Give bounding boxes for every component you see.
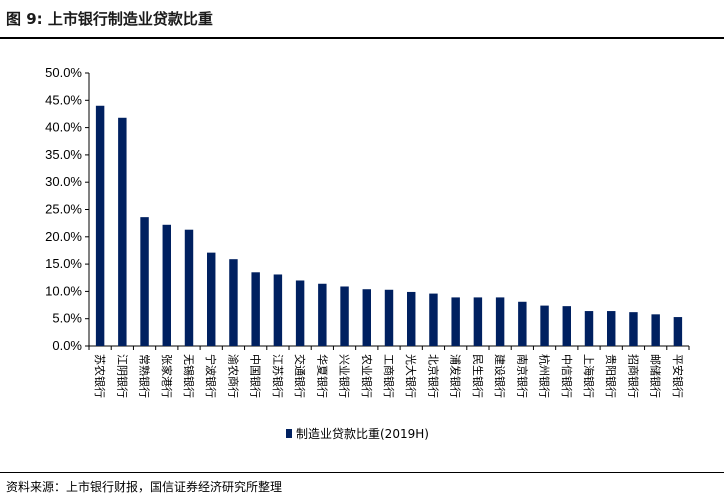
x-category-label: 贵阳银行: [604, 354, 618, 398]
x-category-label: 南京银行: [515, 354, 529, 398]
figure-header: 图 9: 上市银行制造业贷款比重: [0, 0, 724, 38]
bar: [540, 305, 549, 346]
x-category-label: 兴业银行: [338, 354, 352, 398]
x-category-label: 农业银行: [360, 354, 374, 398]
bar: [629, 312, 638, 346]
x-category-label: 江阴银行: [115, 354, 129, 398]
bar: [584, 311, 594, 346]
bar: [362, 289, 371, 346]
bar: [184, 229, 194, 346]
bar: [407, 291, 416, 346]
bar: [251, 272, 260, 346]
y-tick-label: 25.0%: [45, 202, 82, 217]
y-tick-label: 45.0%: [45, 92, 82, 107]
legend-swatch: [286, 429, 292, 438]
x-category-label: 苏农银行: [93, 354, 107, 398]
x-category-label: 邮储银行: [649, 354, 663, 398]
y-tick-label: 40.0%: [45, 120, 82, 135]
x-category-label: 光大银行: [404, 354, 418, 398]
bar-chart: 0.0% 5.0% 10.0% 15.0% 20.0% 25.0% 30.0% 35.0% 40…: [45, 65, 690, 441]
y-tick-label: 50.0%: [45, 65, 82, 80]
x-category-label: 张家港行: [160, 354, 174, 398]
x-category-label: 工商银行: [382, 354, 396, 398]
x-category-label: 宁波银行: [204, 354, 218, 398]
bar: [140, 217, 149, 346]
x-category-label: 民生银行: [471, 354, 485, 398]
footer-rule: [0, 472, 724, 473]
x-category-label: 上海银行: [582, 354, 596, 398]
bar: [607, 311, 616, 346]
y-tick-label: 10.0%: [45, 283, 82, 298]
bar: [429, 293, 438, 346]
bar: [229, 259, 238, 346]
y-tick-label: 15.0%: [45, 256, 82, 271]
bar: [95, 105, 105, 346]
bar: [273, 274, 283, 346]
bar: [473, 297, 483, 346]
bar: [118, 117, 127, 346]
x-category-label: 建设银行: [493, 354, 507, 398]
bar: [673, 317, 683, 346]
x-category-label: 中国银行: [249, 354, 263, 398]
x-category-label: 渝农商行: [226, 354, 240, 398]
legend-label: 制造业贷款比重(2019H): [296, 427, 429, 441]
figure-title: 图 9: 上市银行制造业贷款比重: [6, 8, 213, 29]
y-tick-label: 30.0%: [45, 174, 82, 189]
bar: [384, 289, 394, 346]
x-category-label: 平安银行: [671, 354, 685, 398]
bar: [295, 280, 305, 346]
x-category-label: 常熟银行: [138, 354, 152, 398]
figure-number: 图 9:: [6, 10, 43, 28]
bar: [562, 306, 571, 346]
header-rule: [0, 37, 724, 39]
bar: [651, 314, 660, 346]
bar: [318, 283, 327, 346]
y-tick-label: 20.0%: [45, 229, 82, 244]
y-tick-label: 35.0%: [45, 147, 82, 162]
x-category-label: 招商银行: [626, 354, 640, 398]
bar: [495, 297, 505, 346]
x-category-label: 中信银行: [560, 354, 574, 398]
bar: [207, 252, 216, 346]
x-category-label: 杭州银行: [538, 354, 552, 398]
figure-title-text: 上市银行制造业贷款比重: [47, 10, 213, 28]
bar: [340, 286, 349, 346]
y-tick-label: 5.0%: [52, 311, 82, 326]
x-category-label: 华夏银行: [315, 354, 329, 398]
bar: [518, 301, 527, 346]
source-note: 资料来源：上市银行财报，国信证券经济研究所整理: [6, 480, 283, 494]
x-category-label: 无锡银行: [182, 354, 196, 398]
x-category-label: 交通银行: [293, 354, 307, 398]
bar: [451, 297, 460, 346]
bar: [162, 224, 171, 346]
y-tick-label: 0.0%: [52, 338, 82, 353]
x-category-label: 江苏银行: [271, 354, 285, 398]
x-category-label: 北京银行: [426, 354, 440, 398]
x-category-label: 浦发银行: [449, 354, 463, 398]
